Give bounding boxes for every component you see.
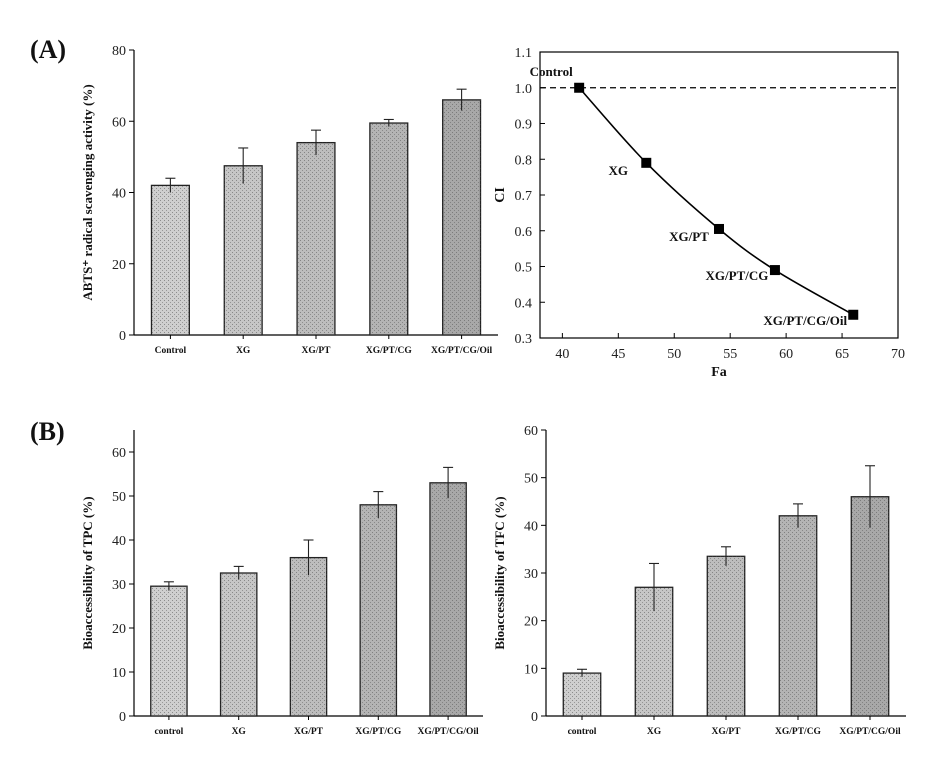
x-tick-label: 50 xyxy=(667,347,681,362)
y-tick-label: 0.8 xyxy=(515,153,533,168)
y-tick-label: 0.4 xyxy=(515,296,533,311)
chart-abts-scavenging: 0 20 40 60 80 Control XG XG/PT XG/PT/CG XG/PT/CG/… xyxy=(80,44,498,356)
y-tick-label: 60 xyxy=(524,424,538,439)
x-tick-label: 55 xyxy=(723,347,737,362)
bar-texture xyxy=(851,496,889,716)
y-tick-label: 0 xyxy=(531,710,538,725)
bar-texture xyxy=(220,573,257,716)
y-tick-label: 40 xyxy=(112,187,126,202)
x-tick-label: control xyxy=(568,727,597,737)
data-point-label: XG/PT/CG xyxy=(706,268,769,283)
x-tick-label: 40 xyxy=(555,347,569,362)
y-tick-label: 0.7 xyxy=(515,189,533,204)
panel-label-a: (A) xyxy=(30,35,66,64)
x-tick-label: control xyxy=(154,727,183,737)
y-axis-label: ABTS⁺ radical scavenging activity (%) xyxy=(80,84,95,300)
bar-texture xyxy=(224,165,263,335)
data-point-label: Control xyxy=(530,64,573,79)
data-point-label: XG xyxy=(609,163,629,178)
data-point xyxy=(641,157,652,168)
x-axis-label: Fa xyxy=(711,365,727,380)
y-tick-label: 40 xyxy=(112,534,126,549)
x-tick-label: XG/PT xyxy=(711,727,741,737)
bar-texture xyxy=(150,586,188,716)
bar-texture xyxy=(779,515,817,716)
x-tick-label: Control xyxy=(155,346,187,356)
y-tick-label: 60 xyxy=(112,115,126,130)
y-tick-label: 0 xyxy=(119,329,126,344)
x-tick-label: XG/PT/CG/Oil xyxy=(431,346,493,356)
y-tick-label: 0.9 xyxy=(515,118,533,133)
x-tick-label: 65 xyxy=(835,347,849,362)
chart-tpc-bioaccessibility: 0 10 20 30 40 50 60 control XG XG/PT XG/PT/CG XG/PT… xyxy=(80,430,483,737)
y-tick-label: 50 xyxy=(524,472,538,487)
y-tick-label: 1.1 xyxy=(515,46,533,61)
data-point-label: XG/PT xyxy=(669,229,709,244)
x-tick-label: XG/PT/CG/Oil xyxy=(417,727,479,737)
y-tick-label: 30 xyxy=(112,578,126,593)
bar-texture xyxy=(429,482,467,716)
bar-texture xyxy=(151,185,190,335)
y-tick-label: 10 xyxy=(112,666,126,681)
bar-texture xyxy=(442,99,481,335)
data-point-label: XG/PT/CG/Oil xyxy=(763,313,847,328)
y-tick-label: 0.6 xyxy=(515,225,533,240)
chart-combination-index: 0.3 0.4 0.5 0.6 0.7 0.8 0.9 1.0 1.1 40 45 50 55 60 65 7… xyxy=(493,46,905,380)
x-tick-label: 45 xyxy=(611,347,625,362)
bar-texture xyxy=(297,142,335,335)
y-tick-label: 1.0 xyxy=(515,82,533,97)
bar-texture xyxy=(563,673,601,716)
x-tick-label: XG/PT/CG xyxy=(775,727,822,737)
y-axis-label: Bioaccessibility of TFC (%) xyxy=(492,496,507,649)
bar-texture xyxy=(369,123,408,335)
bar-texture xyxy=(360,504,397,716)
x-tick-label: XG xyxy=(232,727,247,737)
bar-texture xyxy=(290,557,327,716)
panel-label-b: (B) xyxy=(30,417,65,446)
data-point xyxy=(574,82,585,93)
x-tick-label: XG/PT/CG/Oil xyxy=(839,727,901,737)
y-tick-label: 10 xyxy=(524,662,538,677)
x-tick-label: XG xyxy=(647,727,662,737)
chart-tfc-bioaccessibility: 0 10 20 30 40 50 60 control XG XG/PT XG/PT/CG XG/PT… xyxy=(492,424,906,737)
x-tick-label: XG/PT xyxy=(301,346,331,356)
data-point xyxy=(769,265,780,276)
x-tick-label: XG/PT/CG xyxy=(355,727,402,737)
data-point xyxy=(848,309,859,320)
y-axis-label: Bioaccessibility of TPC (%) xyxy=(80,496,95,649)
y-tick-label: 50 xyxy=(112,490,126,505)
y-tick-label: 20 xyxy=(112,258,126,273)
y-tick-label: 80 xyxy=(112,44,126,59)
y-axis-label: CI xyxy=(493,187,508,203)
y-tick-label: 20 xyxy=(524,615,538,630)
y-tick-label: 0.3 xyxy=(515,332,533,347)
y-tick-label: 40 xyxy=(524,519,538,534)
x-tick-label: XG xyxy=(236,346,251,356)
y-tick-label: 0.5 xyxy=(515,261,533,276)
bar-texture xyxy=(707,556,745,716)
x-tick-label: 70 xyxy=(891,347,905,362)
y-tick-label: 20 xyxy=(112,622,126,637)
x-tick-label: XG/PT/CG xyxy=(366,346,413,356)
x-tick-label: 60 xyxy=(779,347,793,362)
y-tick-label: 60 xyxy=(112,446,126,461)
y-tick-label: 30 xyxy=(524,567,538,582)
x-tick-label: XG/PT xyxy=(294,727,324,737)
plot-frame xyxy=(539,51,899,339)
data-point xyxy=(714,223,724,234)
y-tick-label: 0 xyxy=(119,710,126,725)
